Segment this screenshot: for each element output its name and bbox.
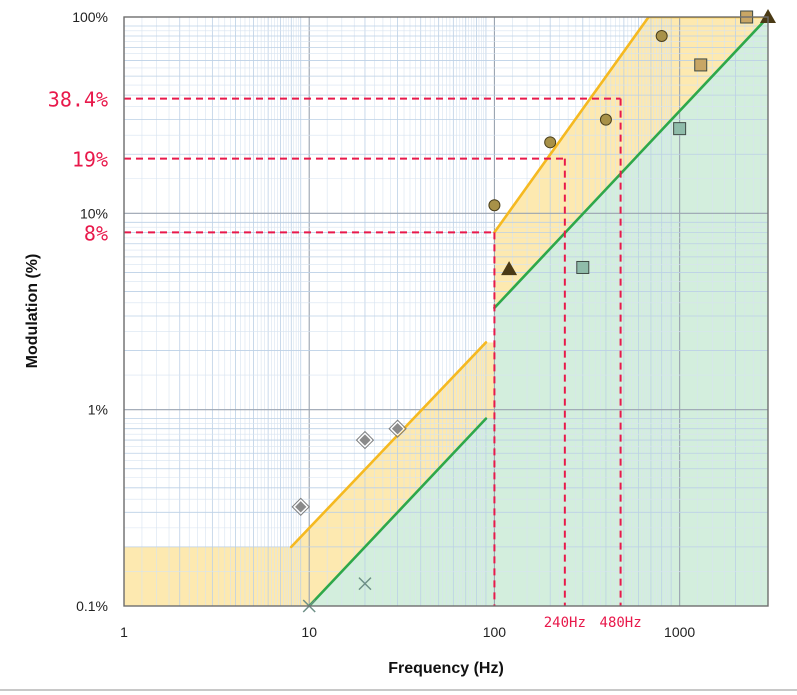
data-points xyxy=(291,9,776,613)
reference-label-x: 480Hz xyxy=(600,615,642,631)
reference-label-x: 240Hz xyxy=(544,615,586,631)
reference-label-y: 38.4% xyxy=(48,88,108,112)
y-tick-label: 0.1% xyxy=(76,598,108,614)
diamond-marker xyxy=(357,433,373,448)
diamond-marker-outline xyxy=(388,419,407,438)
y-axis-title: Modulation (%) xyxy=(24,254,41,369)
circle-marker xyxy=(599,113,612,126)
bottom-rule xyxy=(0,689,797,691)
grid xyxy=(124,17,768,606)
lower-boundary-line xyxy=(307,417,488,606)
y-tick-label: 10% xyxy=(80,205,108,221)
diamond-marker-outline xyxy=(291,497,310,517)
reference-annotations: 38.4% 19% 8% 240Hz 480Hz xyxy=(48,88,642,631)
boundary-lines xyxy=(289,17,768,606)
x-axis-title: Frequency (Hz) xyxy=(388,660,504,677)
diamond-marker-outline xyxy=(355,430,375,450)
x-marker xyxy=(358,577,372,591)
reference-label-y: 19% xyxy=(72,148,108,172)
square-marker xyxy=(576,260,590,274)
y-tick-label: 100% xyxy=(72,9,108,25)
y-tick-label: 1% xyxy=(88,402,108,418)
lower-boundary-line xyxy=(493,17,768,310)
square-marker xyxy=(673,122,687,136)
x-tick-label: 1000 xyxy=(664,624,695,640)
x-tick-label: 10 xyxy=(301,624,317,640)
upper-boundary-line xyxy=(493,17,650,234)
triangle-marker xyxy=(501,261,518,276)
plot-frame xyxy=(123,16,769,607)
upper-boundary-line xyxy=(289,341,488,549)
square-marker xyxy=(694,58,708,72)
diamond-marker xyxy=(293,499,308,514)
diamond-marker xyxy=(390,421,405,436)
no-effect-region xyxy=(309,17,768,606)
triangle-marker xyxy=(760,9,776,23)
circle-marker xyxy=(544,136,557,149)
circle-marker xyxy=(488,199,501,212)
risk-regions xyxy=(124,17,768,606)
reference-label-y: 8% xyxy=(84,221,108,245)
x-tick-label: 1 xyxy=(120,624,128,640)
low-risk-region xyxy=(124,17,768,606)
circle-marker xyxy=(655,30,668,43)
x-tick-label: 100 xyxy=(483,624,507,640)
tick-labels: 1 10 100 1000 0.1% 1% 10% 100% xyxy=(72,9,695,640)
